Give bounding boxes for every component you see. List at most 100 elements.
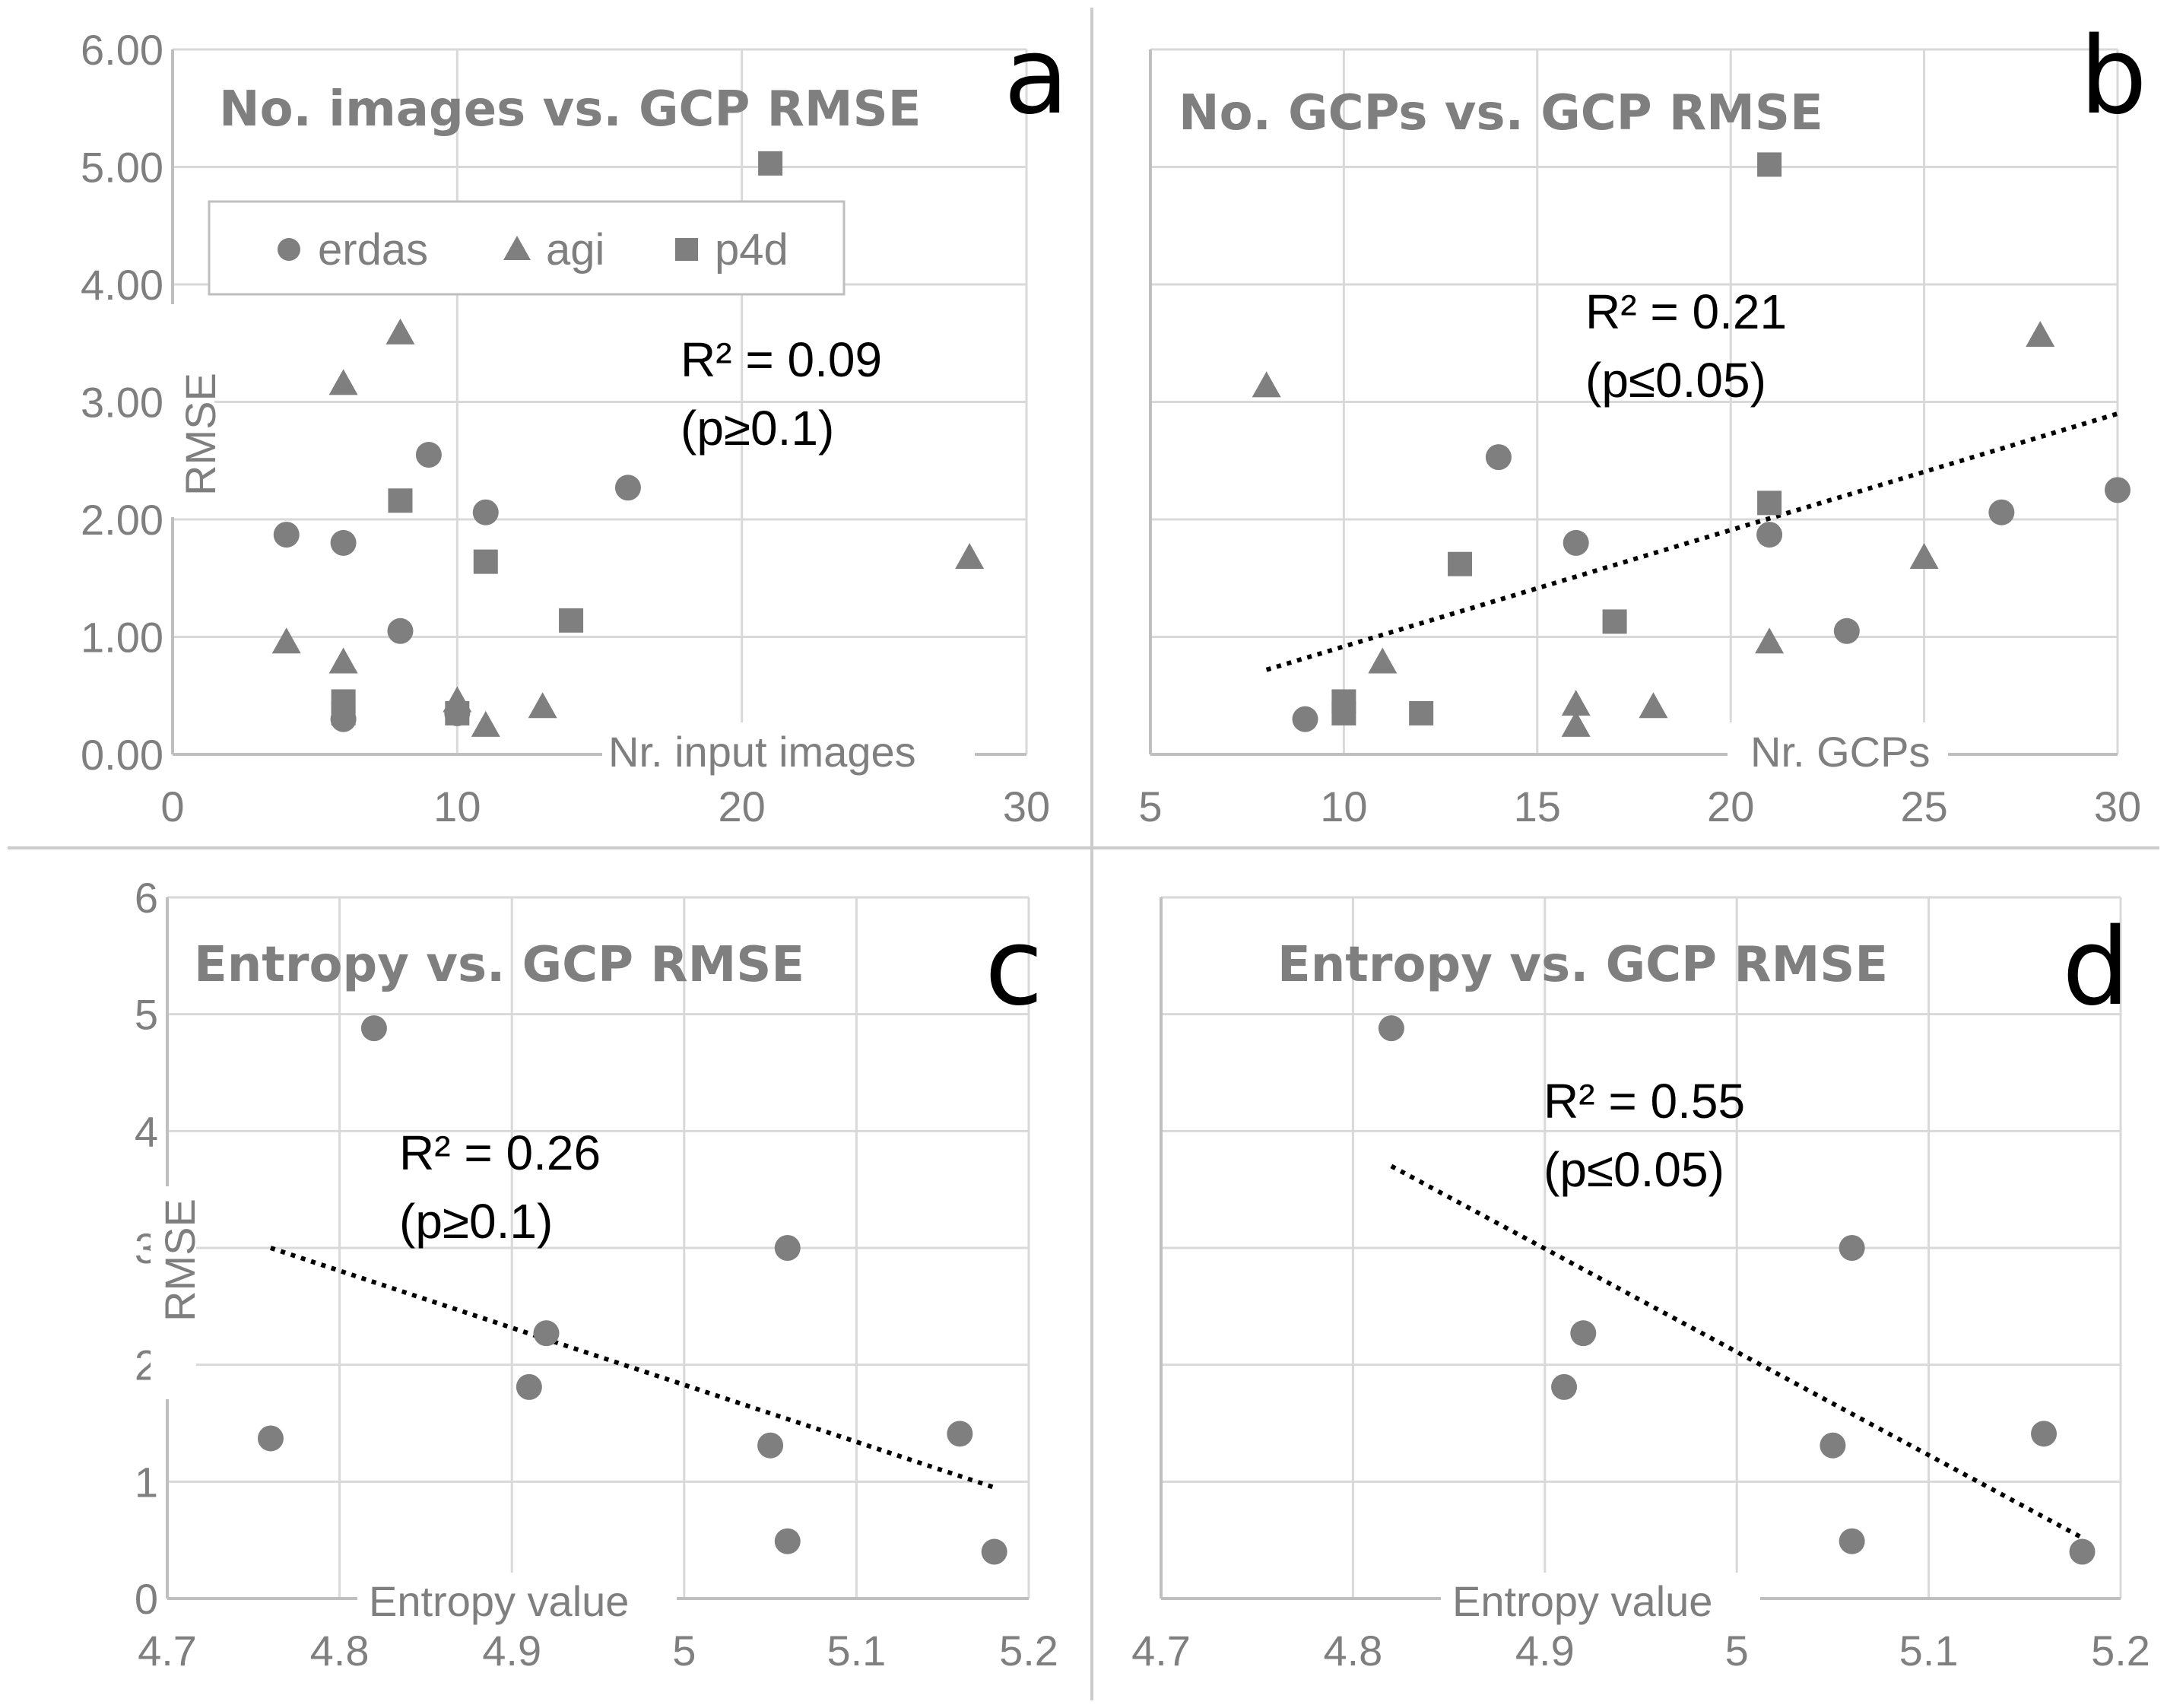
data-point-agi [955,542,985,569]
panel-c-title: Entropy vs. GCP RMSE [194,937,804,993]
panel-d-marks [1378,1015,2096,1565]
panel-b: 5 10 15 20 25 30 No. GCPs vs. GCP RMSE b R² =… [1138,14,2146,830]
data-point-erdas [415,442,442,468]
data-point-points [360,1015,387,1042]
y-tick-label: 2.00 [81,496,163,544]
data-point-agi [1561,710,1591,737]
x-tick-label: 20 [719,783,766,830]
panel-a-xlabel-bg [602,722,975,783]
x-tick-label: 4.8 [310,1627,370,1675]
x-tick-label: 10 [1320,783,1367,830]
panel-d: 4.7 4.8 4.9 5 5.1 5.2 Entropy vs. GCP RMSE d … [1131,896,2150,1675]
data-point-p4d [445,700,470,725]
x-tick-label: 5.1 [827,1627,886,1675]
y-tick-label: 6.00 [81,26,163,74]
panel-c-xlabel: Entropy value [369,1577,629,1625]
data-point-erdas [1833,617,1860,644]
legend-p4d-label: p4d [715,225,788,275]
y-tick-label: 1.00 [81,614,163,662]
x-tick-label: 5 [672,1627,696,1675]
data-point-agi [1368,647,1398,674]
data-point-erdas [472,499,499,525]
x-tick-label: 4.7 [1131,1627,1191,1675]
data-point-p4d [1602,609,1627,634]
panel-a-pvalue: (p≥0.1) [681,401,834,456]
panel-b-xlabel: Nr. GCPs [1750,728,1930,776]
panel-c-marks [257,1015,1007,1565]
data-point-points [1839,1235,1865,1261]
data-point-agi [1909,542,1939,569]
x-tick-label: 4.8 [1323,1627,1382,1675]
data-point-erdas [387,617,414,644]
data-point-p4d [1409,700,1434,725]
y-tick-label: 4 [135,1107,158,1155]
data-point-points [516,1373,542,1400]
data-point-points [757,1432,784,1459]
data-point-p4d [331,700,356,725]
data-point-agi [2026,320,2055,347]
data-point-erdas [614,475,641,501]
panel-a-title: No. images vs. GCP RMSE [219,81,921,138]
data-point-p4d [559,608,584,633]
panel-b-title: No. GCPs vs. GCP RMSE [1179,85,1823,141]
y-tick-label: 3.00 [81,379,163,427]
data-point-erdas [1563,529,1589,556]
data-point-points [2031,1421,2058,1447]
y-tick-label: 0.00 [81,731,163,779]
data-point-erdas [1988,499,2015,525]
panel-b-marks [1252,152,2131,737]
data-point-erdas [1756,522,1783,548]
data-point-p4d [1448,551,1473,576]
legend-agi-marker [503,236,531,260]
data-point-points [257,1425,284,1452]
data-point-agi [328,369,358,395]
data-point-p4d [473,549,498,574]
data-point-erdas [273,522,300,548]
x-tick-label: 4.9 [482,1627,541,1675]
panel-a-letter: a [1004,14,1069,138]
data-point-points [1551,1373,1578,1400]
data-point-agi [271,627,301,654]
x-tick-label: 30 [1003,783,1050,830]
panel-c-pvalue: (p≥0.1) [399,1194,553,1249]
data-point-erdas [1485,444,1512,471]
panel-a-xlabel: Nr. input images [608,728,916,776]
panel-c-letter: c [985,906,1043,1030]
data-point-points [2069,1538,2096,1565]
data-point-agi [328,647,358,674]
panel-a-ylabel-bg [169,304,214,517]
x-tick-label: 30 [2094,783,2141,830]
x-tick-label: 5 [1138,783,1162,830]
legend-erdas-marker [278,238,300,261]
panel-a-grid: 0.00 1.00 2.00 3.00 4.00 5.00 6.00 0 10 20 30 [81,26,1050,830]
data-point-agi [1252,371,1281,398]
legend-box [208,200,846,296]
panel-a-marks [271,151,985,737]
trendline [1390,1164,2083,1540]
legend-agi-label: agi [546,225,604,275]
data-point-p4d [1757,490,1782,516]
panel-c-ylabel-bg [151,1186,196,1399]
x-tick-label: 4.7 [138,1627,197,1675]
x-tick-label: 5.2 [999,1627,1058,1675]
y-tick-label: 6 [135,874,158,922]
panel-d-pvalue: (p≤0.05) [1544,1142,1724,1197]
trendline [1265,411,2118,672]
data-point-points [981,1538,1007,1565]
panel-d-xlabel: Entropy value [1452,1577,1712,1625]
y-tick-label: 4.00 [81,261,163,309]
panel-d-xlabel-bg [1441,1573,1760,1632]
y-tick-label: 1 [135,1458,158,1506]
data-point-points [774,1528,801,1554]
legend-p4d-marker [675,238,698,261]
panel-a: 0.00 1.00 2.00 3.00 4.00 5.00 6.00 0 10 20 30 erda… [81,14,1069,830]
data-point-agi [1639,692,1668,719]
panel-b-r2: R² = 0.21 [1585,284,1787,339]
data-point-agi [528,692,557,719]
x-tick-label: 4.9 [1515,1627,1575,1675]
panel-d-letter: d [2062,906,2130,1030]
y-tick-label: 0 [135,1575,158,1623]
y-tick-label: 5 [135,991,158,1039]
